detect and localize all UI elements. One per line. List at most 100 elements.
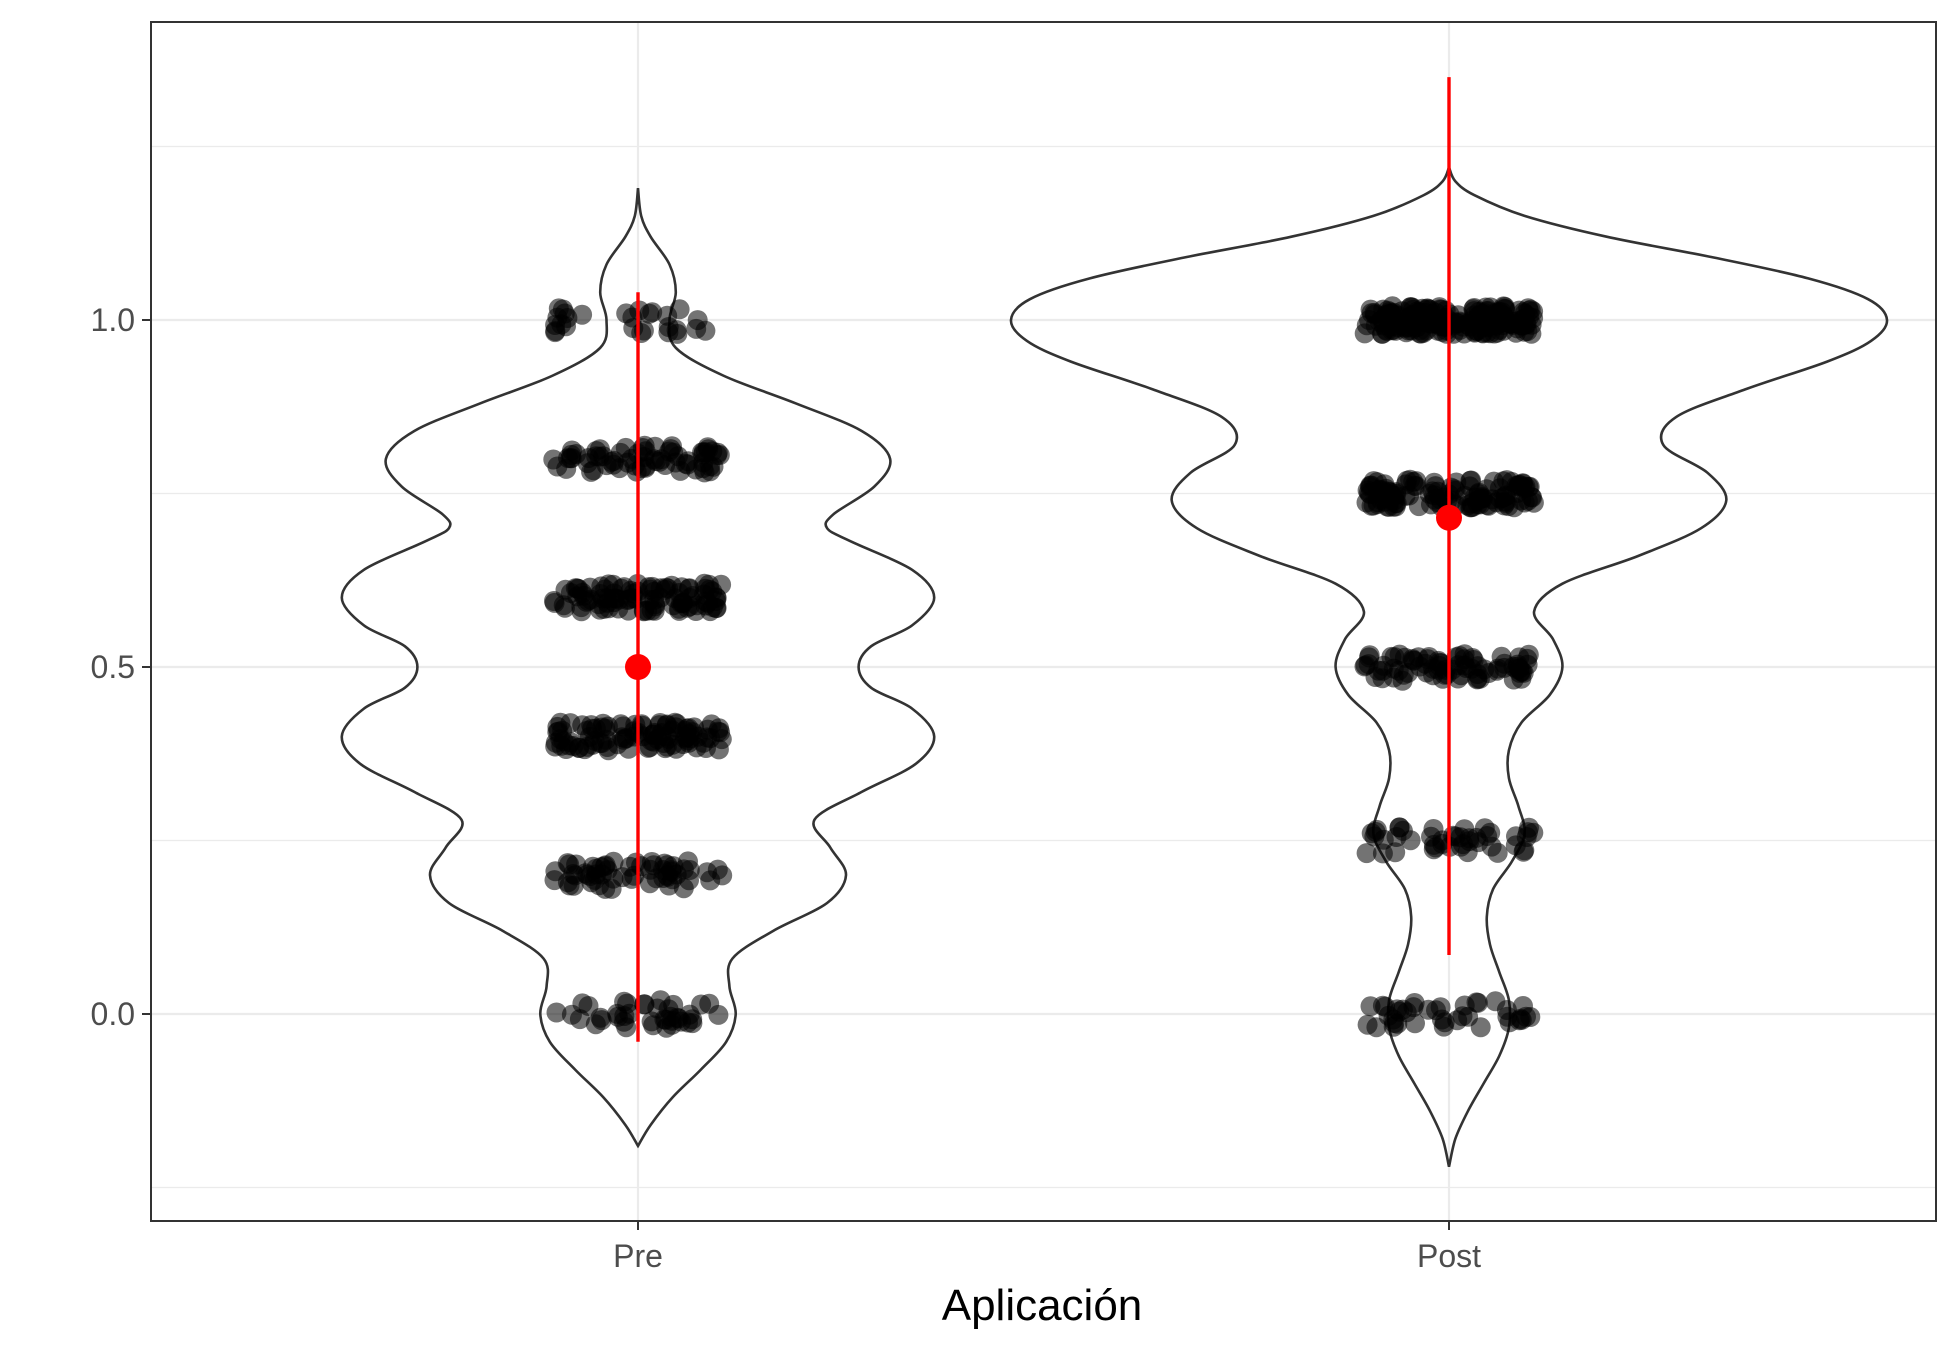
data-point bbox=[663, 595, 684, 616]
data-point bbox=[1403, 650, 1424, 671]
data-point bbox=[1384, 1013, 1405, 1033]
data-point bbox=[1472, 486, 1493, 507]
data-point bbox=[631, 714, 652, 735]
data-point bbox=[544, 592, 565, 613]
data-point bbox=[641, 852, 662, 872]
data-point bbox=[658, 317, 679, 337]
data-point bbox=[1423, 658, 1444, 679]
data-point bbox=[693, 458, 714, 479]
data-point bbox=[1405, 1013, 1425, 1034]
data-point bbox=[695, 578, 716, 599]
data-point bbox=[646, 868, 667, 889]
data-point bbox=[1375, 996, 1396, 1017]
data-point bbox=[1386, 827, 1407, 847]
data-point bbox=[610, 442, 631, 463]
violin-pre bbox=[340, 187, 936, 1149]
data-point bbox=[1372, 843, 1393, 864]
x-tick-label: Pre bbox=[613, 1238, 663, 1274]
data-point bbox=[682, 722, 703, 743]
data-point bbox=[673, 878, 694, 899]
data-point bbox=[655, 1009, 676, 1030]
data-point bbox=[1492, 315, 1513, 335]
data-point bbox=[1489, 478, 1510, 499]
data-point bbox=[687, 310, 708, 331]
x-tick-label: Post bbox=[1417, 1238, 1481, 1274]
data-point bbox=[639, 303, 660, 324]
data-point bbox=[696, 738, 716, 758]
data-point bbox=[1360, 996, 1381, 1017]
data-point bbox=[1365, 667, 1386, 687]
data-point bbox=[700, 870, 721, 891]
data-point bbox=[706, 598, 727, 618]
data-point bbox=[572, 582, 593, 603]
data-point bbox=[591, 1010, 612, 1031]
data-point bbox=[1496, 1000, 1517, 1020]
data-point bbox=[1523, 492, 1544, 513]
data-point bbox=[1449, 319, 1470, 340]
data-point bbox=[593, 446, 614, 467]
data-point bbox=[596, 729, 617, 750]
data-point bbox=[1509, 662, 1530, 683]
data-point bbox=[1356, 843, 1377, 864]
data-point bbox=[1491, 646, 1512, 667]
data-point bbox=[545, 322, 566, 343]
data-point bbox=[569, 1009, 590, 1030]
data-point bbox=[1413, 322, 1434, 343]
data-point bbox=[1406, 471, 1427, 492]
data-point bbox=[708, 1004, 729, 1025]
data-point bbox=[655, 579, 676, 600]
data-point bbox=[1423, 819, 1444, 839]
data-point bbox=[1373, 480, 1393, 501]
data-point bbox=[1494, 495, 1515, 516]
mean-point-pre bbox=[625, 654, 651, 680]
data-point bbox=[1477, 322, 1497, 343]
data-point bbox=[1511, 1009, 1532, 1030]
data-point bbox=[1468, 302, 1489, 322]
data-point bbox=[546, 1002, 567, 1023]
data-point bbox=[1468, 832, 1489, 853]
data-point bbox=[692, 442, 712, 463]
data-point bbox=[598, 598, 619, 619]
data-point bbox=[556, 739, 577, 759]
y-tick-label: 0.0 bbox=[91, 996, 135, 1032]
data-point bbox=[582, 718, 603, 739]
data-point bbox=[679, 1004, 700, 1025]
data-point bbox=[658, 728, 679, 749]
data-point bbox=[1513, 308, 1534, 329]
data-point bbox=[1381, 646, 1402, 667]
x-axis-title: Aplicación bbox=[942, 1281, 1143, 1330]
data-point bbox=[565, 865, 586, 886]
y-tick-label: 0.5 bbox=[91, 649, 135, 685]
data-point bbox=[1458, 1006, 1479, 1027]
data-point bbox=[616, 303, 637, 324]
data-point bbox=[554, 303, 575, 324]
data-point bbox=[1385, 493, 1406, 514]
data-point bbox=[614, 728, 635, 749]
data-point bbox=[1449, 646, 1470, 666]
mean-point-post bbox=[1436, 504, 1462, 531]
data-point bbox=[661, 861, 682, 882]
data-point bbox=[1430, 997, 1451, 1018]
axis-layer: 0.0 0.5 1.0 Pre Post bbox=[91, 302, 1482, 1274]
data-point bbox=[1469, 668, 1490, 689]
data-point bbox=[619, 1003, 640, 1024]
data-point bbox=[1424, 472, 1445, 493]
data-point bbox=[1402, 297, 1423, 318]
y-tick-label: 1.0 bbox=[91, 302, 135, 338]
data-point bbox=[1513, 841, 1534, 862]
data-point bbox=[1364, 826, 1385, 847]
data-point bbox=[711, 574, 732, 595]
data-point bbox=[669, 299, 690, 320]
points-layer bbox=[543, 296, 1544, 1038]
data-point bbox=[581, 461, 602, 482]
data-point bbox=[544, 870, 565, 891]
data-point bbox=[1373, 315, 1394, 336]
data-point bbox=[589, 875, 610, 896]
data-point bbox=[1357, 1014, 1378, 1035]
summary-layer bbox=[625, 77, 1462, 1042]
data-point bbox=[560, 448, 581, 469]
panel-border bbox=[150, 21, 1937, 1222]
data-point bbox=[1430, 299, 1451, 320]
